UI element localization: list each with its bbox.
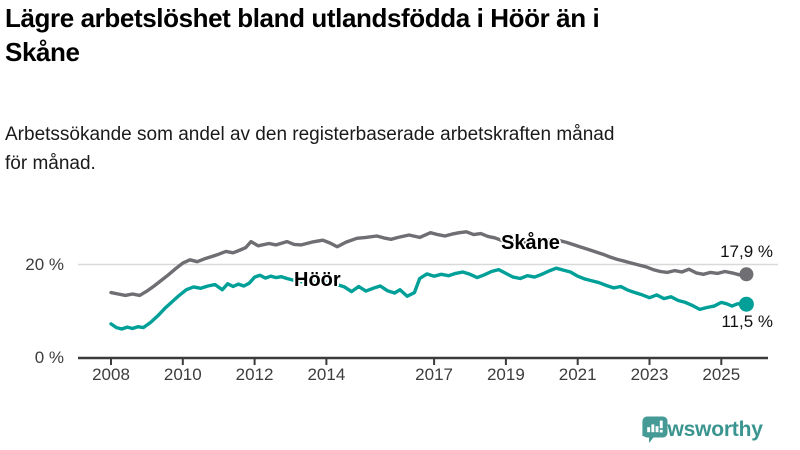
x-axis-label-2017: 2017: [415, 365, 453, 384]
x-axis-label-2023: 2023: [630, 365, 669, 384]
end-value-skane: 17,9 %: [720, 242, 773, 261]
chart-subtitle-line-1: Arbetssökande som andel av den registerb…: [5, 124, 615, 145]
series-label-skane: Skåne: [501, 232, 560, 254]
page-title: Lägre arbetslöshet bland utlandsfödda i …: [5, 2, 797, 70]
x-axis-label-2021: 2021: [558, 365, 597, 384]
x-axis-label-2008: 2008: [92, 365, 130, 384]
page-title-line-1: Lägre arbetslöshet bland utlandsfödda i …: [5, 3, 600, 33]
series-line-skane: [109, 230, 749, 298]
series-label-hoor: Höör: [294, 269, 341, 291]
y-axis-label-20: 20 %: [25, 255, 64, 274]
x-axis-label-2025: 2025: [702, 365, 741, 384]
end-value-hoor: 11,5 %: [721, 312, 773, 331]
x-axis-label-2012: 2012: [235, 365, 274, 384]
end-dot-hoor: [738, 296, 754, 312]
x-axis-label-2019: 2019: [486, 365, 525, 384]
newsworthy-logo-text: Newsworthy: [641, 418, 763, 441]
x-axis-label-2014: 2014: [307, 365, 346, 384]
page-title-line-2: Skåne: [5, 36, 80, 67]
chart-subtitle: Arbetssökande som andel av den registerb…: [5, 120, 785, 179]
series-line-hoor: [109, 266, 749, 331]
end-dot-skane: [739, 267, 754, 282]
chart-subtitle-line-2: för månad.: [5, 153, 96, 175]
x-axis-label-2010: 2010: [163, 365, 202, 384]
y-axis-label-0: 0 %: [34, 348, 64, 367]
newsworthy-logo: Newsworthy: [641, 415, 763, 445]
newsworthy-logo-icon: [642, 416, 668, 443]
